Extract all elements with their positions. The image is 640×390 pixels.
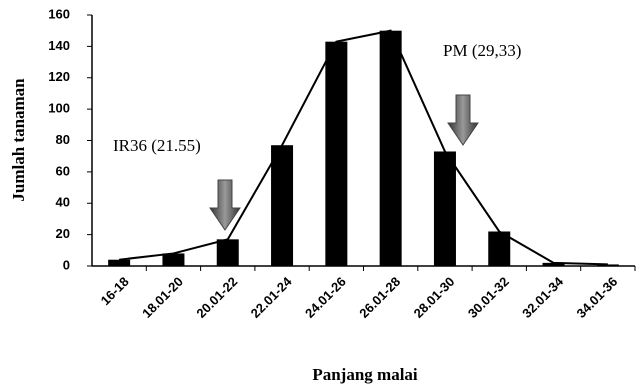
y-tick-label: 120 xyxy=(48,69,70,84)
y-tick-label: 80 xyxy=(56,132,70,147)
x-tick-label: 26.01-28 xyxy=(356,274,403,321)
x-tick-label: 28.01-30 xyxy=(411,274,458,321)
arrow xyxy=(209,179,241,231)
arrow xyxy=(447,94,479,146)
x-tick-label: 20.01-22 xyxy=(193,274,240,321)
x-axis-title: Panjang malai xyxy=(312,365,418,384)
bar xyxy=(379,30,402,266)
bar xyxy=(488,231,511,266)
annotation: PM (29,33) xyxy=(443,41,521,60)
bar xyxy=(216,239,239,266)
y-tick-label: 20 xyxy=(56,226,70,241)
y-tick-label: 140 xyxy=(48,38,70,53)
bar xyxy=(325,41,348,267)
x-tick-label: 32.01-34 xyxy=(519,273,566,320)
y-axis-title: Jumlah tanaman xyxy=(9,78,28,202)
y-tick-label: 160 xyxy=(48,6,70,21)
trend-line xyxy=(119,29,608,266)
x-tick-label: 22.01-24 xyxy=(248,273,295,320)
x-tick-label: 18.01-20 xyxy=(139,274,186,321)
bar xyxy=(433,151,456,266)
x-tick-label: 34.01-36 xyxy=(574,274,621,321)
y-tick-label: 60 xyxy=(56,163,70,178)
x-tick-label: 16-18 xyxy=(98,274,132,308)
x-tick-label: 24.01-26 xyxy=(302,274,349,321)
bar xyxy=(596,264,619,266)
annotation: IR36 (21.55) xyxy=(113,136,201,155)
bar xyxy=(162,253,185,266)
bar xyxy=(542,262,565,266)
bar xyxy=(271,145,294,266)
y-tick-label: 100 xyxy=(48,101,70,116)
x-tick-label: 30.01-32 xyxy=(465,274,512,321)
y-tick-label: 40 xyxy=(56,195,70,210)
bar xyxy=(108,259,131,266)
y-tick-label: 0 xyxy=(63,257,70,272)
